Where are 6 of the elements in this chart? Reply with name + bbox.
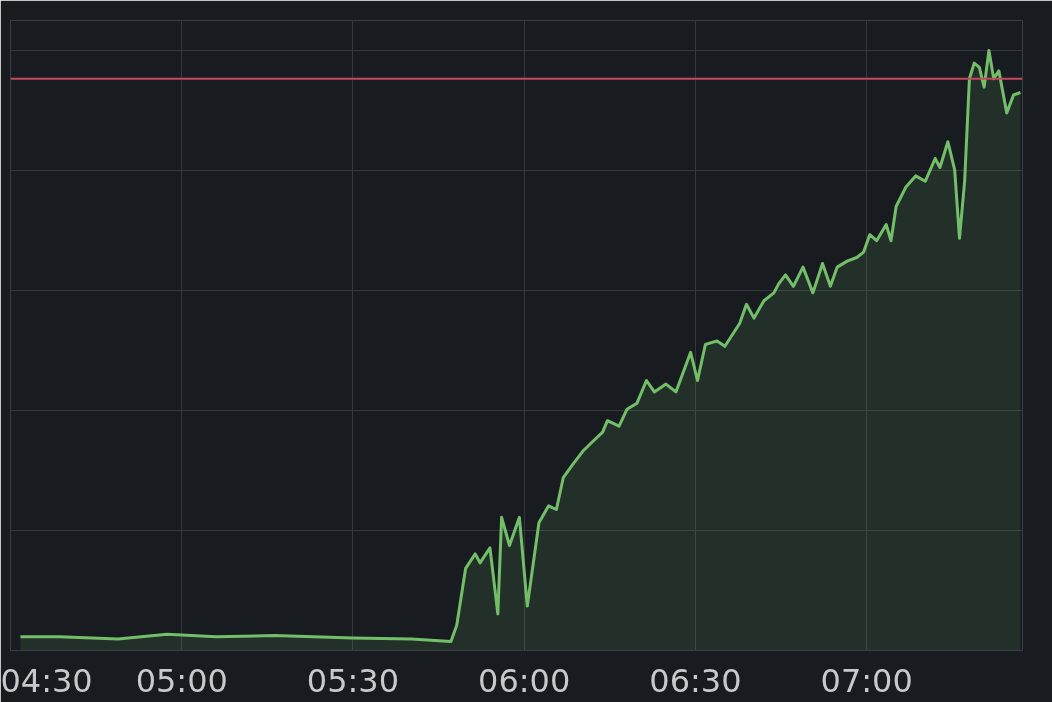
x-tick-label: 05:30 bbox=[306, 661, 400, 700]
x-tick-label: 07:00 bbox=[820, 661, 913, 700]
x-tick-label: 06:00 bbox=[478, 661, 571, 700]
x-tick-label: 04:30 bbox=[0, 661, 93, 700]
x-tick-label: 05:00 bbox=[135, 661, 228, 700]
x-tick-label: 06:30 bbox=[649, 661, 742, 700]
